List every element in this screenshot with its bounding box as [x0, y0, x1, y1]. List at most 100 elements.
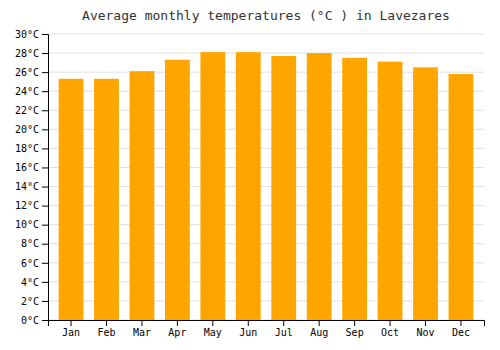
x-tick: Jun [239, 320, 257, 338]
tick-label: 6°C [21, 258, 39, 269]
grid-line [48, 53, 484, 54]
tick-mark [71, 320, 72, 326]
tick-mark [248, 320, 249, 326]
tick-label: 24°C [15, 86, 39, 97]
x-tick: May [204, 320, 222, 338]
tick-mark [42, 53, 48, 54]
tick-mark [42, 282, 48, 283]
tick-label: Sep [346, 327, 364, 338]
bar [236, 52, 261, 320]
tick-label: Jun [239, 327, 257, 338]
y-tick: 12°C [15, 200, 48, 211]
title: Average monthly temperatures (°C ) in La… [82, 8, 450, 23]
x-axis: Jan Feb Mar Apr May Jun Jul Aug Sep Oct Nov Dec [49, 320, 485, 338]
bar [59, 79, 84, 320]
tick-mark [42, 301, 48, 302]
tick-label: 18°C [15, 143, 39, 154]
tick-mark [177, 320, 178, 326]
tick-label: 20°C [15, 124, 39, 135]
x-tick: Jul [275, 320, 293, 338]
y-tick: 16°C [15, 162, 48, 173]
y-axis: 0°C 2°C 4°C 6°C 8°C 10°C 12°C 14°C 16°C 18°C 20°C 2… [15, 29, 49, 326]
tick-label: Jul [275, 327, 293, 338]
x-tick: Jan [62, 320, 80, 338]
tick-mark [42, 34, 48, 35]
x-tick: Mar [133, 320, 151, 338]
tick-mark [42, 91, 48, 92]
y-tick: 30°C [15, 29, 48, 40]
bar [94, 79, 119, 320]
bar [307, 53, 332, 320]
tick-label: Nov [416, 327, 434, 338]
tick-label: 12°C [15, 200, 39, 211]
y-tick: 22°C [15, 105, 48, 116]
y-tick: 24°C [15, 86, 48, 97]
y-tick: 14°C [15, 181, 48, 192]
tick-mark [42, 225, 48, 226]
tick-label: 0°C [21, 315, 39, 326]
tick-label: May [204, 327, 222, 338]
bar [200, 52, 225, 320]
tick-mark [42, 263, 48, 264]
tick-label: Aug [310, 327, 328, 338]
x-tick: Apr [168, 320, 186, 338]
x-tick: Aug [310, 320, 328, 338]
x-tick: Nov [416, 320, 434, 338]
tick-mark [42, 206, 48, 207]
y-tick: 20°C [15, 124, 48, 135]
tick-label: 10°C [15, 219, 39, 230]
x-tick: Oct [381, 320, 399, 338]
x-tick: Dec [452, 320, 470, 338]
grid-line [48, 34, 484, 35]
tick-label: 2°C [21, 296, 39, 307]
tick-mark [283, 320, 284, 326]
bar [130, 71, 155, 320]
axis-line [49, 321, 485, 327]
tick-mark [460, 320, 461, 326]
tick-mark [106, 320, 107, 326]
x-tick: Sep [346, 320, 364, 338]
tick-label: 22°C [15, 105, 39, 116]
y-tick: 8°C [21, 238, 48, 249]
bar [165, 60, 190, 320]
bar [378, 62, 403, 320]
tick-label: 16°C [15, 162, 39, 173]
tick-label: 26°C [15, 67, 39, 78]
tick-mark [212, 320, 213, 326]
tick-mark [42, 110, 48, 111]
tick-label: 30°C [15, 29, 39, 40]
grid [48, 34, 484, 320]
chart: 0°C 2°C 4°C 6°C 8°C 10°C 12°C 14°C 16°C 18°C 20°C 2… [0, 0, 500, 350]
bar [342, 58, 367, 320]
tick-mark [390, 320, 391, 326]
y-tick: 18°C [15, 143, 48, 154]
tick-label: Dec [452, 327, 470, 338]
tick-label: Feb [97, 327, 115, 338]
plot: 0°C 2°C 4°C 6°C 8°C 10°C 12°C 14°C 16°C 18°C 20°C 2… [15, 29, 485, 338]
tick-mark [141, 320, 142, 326]
bar [413, 67, 438, 320]
axis-line [42, 35, 49, 321]
tick-label: Mar [133, 327, 151, 338]
bar [271, 56, 296, 320]
tick-label: 4°C [21, 277, 39, 288]
tick-mark [42, 129, 48, 130]
tick-mark [319, 320, 320, 326]
tick-label: 14°C [15, 181, 39, 192]
tick-mark [42, 72, 48, 73]
y-tick: 4°C [21, 277, 48, 288]
tick-label: Apr [168, 327, 186, 338]
tick-label: Oct [381, 327, 399, 338]
tick-mark [42, 167, 48, 168]
bar [449, 74, 474, 320]
y-tick: 28°C [15, 48, 48, 59]
tick-mark [42, 187, 48, 188]
x-tick: Feb [97, 320, 115, 338]
bars [59, 52, 474, 320]
tick-mark [42, 320, 48, 321]
tick-label: 8°C [21, 238, 39, 249]
y-tick: 0°C [21, 315, 48, 326]
tick-label: 28°C [15, 48, 39, 59]
tick-label: Jan [62, 327, 80, 338]
tick-mark [42, 244, 48, 245]
